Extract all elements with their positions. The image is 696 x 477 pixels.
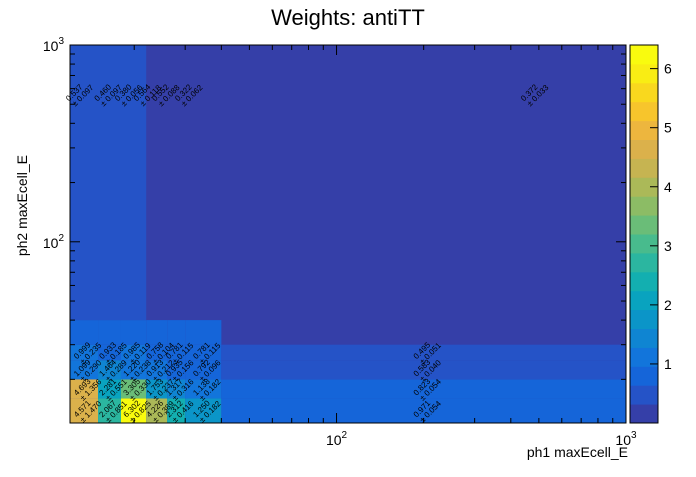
colorbar-segment bbox=[630, 271, 658, 292]
colorbar-tick-label: 3 bbox=[664, 238, 672, 254]
heatmap-cell bbox=[98, 320, 121, 345]
y-tick-label: 102 bbox=[43, 233, 65, 251]
colorbar-tick-label: 1 bbox=[664, 356, 672, 372]
heatmap-cell bbox=[221, 360, 627, 380]
heatmap-cell bbox=[185, 320, 222, 345]
heatmap-cell bbox=[167, 344, 186, 361]
plot-frame bbox=[69, 44, 627, 424]
heatmap-cell bbox=[120, 379, 147, 399]
x-axis-label: ph1 maxEcell_E bbox=[527, 444, 628, 460]
y-tick-label: 103 bbox=[43, 36, 65, 54]
colorbar-segment bbox=[630, 82, 658, 103]
colorbar-segment bbox=[630, 385, 658, 405]
axes: 102 103 102 103 bbox=[43, 36, 637, 448]
heatmap-cell bbox=[167, 398, 186, 423]
heatmap-cell bbox=[167, 360, 186, 380]
y-axis-label: ph2 maxEcell_E bbox=[14, 155, 30, 256]
heatmap-cell bbox=[185, 398, 222, 423]
heatmap-cell bbox=[167, 320, 186, 345]
chart-title: Weights: antiTT bbox=[271, 5, 425, 30]
heatmap-cell bbox=[70, 45, 147, 321]
colorbar-segment bbox=[630, 45, 658, 65]
colorbar-frame bbox=[629, 44, 659, 424]
heatmap-cell bbox=[146, 379, 168, 399]
heatmap-cell bbox=[70, 360, 99, 380]
colorbar-segment bbox=[630, 177, 658, 197]
heatmap-cell bbox=[185, 360, 222, 380]
heatmap-cell bbox=[120, 344, 147, 361]
colorbar-tick-label: 2 bbox=[664, 297, 672, 313]
heatmap-cell bbox=[98, 379, 121, 399]
colorbar-segment bbox=[630, 366, 658, 386]
x-tick-label: 103 bbox=[615, 430, 637, 448]
heatmap-cell bbox=[185, 379, 222, 399]
heatmap-cell bbox=[98, 344, 121, 361]
colorbar-segment bbox=[630, 120, 658, 140]
colorbar-segment bbox=[630, 309, 658, 329]
heatmap-cell bbox=[146, 344, 168, 361]
colorbar-segment bbox=[630, 63, 658, 84]
heatmap-cell bbox=[70, 320, 99, 345]
colorbar-segment bbox=[630, 158, 658, 178]
colorbar-segment bbox=[630, 234, 658, 254]
colorbar-tick-label: 5 bbox=[664, 120, 672, 136]
colorbar-segment bbox=[630, 328, 658, 348]
colorbar-segment bbox=[630, 290, 658, 311]
heatmap-cell bbox=[221, 344, 627, 361]
heatmap-cell bbox=[120, 398, 147, 423]
colorbar-segment bbox=[630, 404, 658, 424]
heatmap-cell bbox=[221, 379, 627, 399]
heatmap-cell bbox=[70, 398, 99, 423]
heatmap-cell bbox=[146, 360, 168, 380]
colorbar: 1 2 3 4 5 6 bbox=[629, 44, 672, 424]
heatmap-cell bbox=[146, 398, 168, 423]
colorbar-segment bbox=[630, 101, 658, 122]
heatmap-cell bbox=[120, 360, 147, 380]
heatmap-cells bbox=[70, 45, 627, 423]
heatmap-cell bbox=[70, 379, 99, 399]
colorbar-tick-label: 4 bbox=[664, 179, 672, 195]
colorbar-segment bbox=[630, 347, 658, 367]
colorbar-segment bbox=[630, 215, 658, 235]
x-tick-label: 102 bbox=[326, 430, 348, 448]
colorbar-segment bbox=[630, 139, 658, 159]
heatmap-cell bbox=[120, 320, 147, 345]
heatmap-cell bbox=[167, 379, 186, 399]
heatmap-cell bbox=[98, 360, 121, 380]
heatmap-cell bbox=[98, 398, 121, 423]
colorbar-segment bbox=[630, 196, 658, 216]
colorbar-tick-label: 6 bbox=[664, 61, 672, 77]
heatmap-cell bbox=[70, 344, 99, 361]
heatmap-cell bbox=[185, 344, 222, 361]
colorbar-segment bbox=[630, 252, 658, 273]
heatmap-cell bbox=[146, 320, 168, 345]
